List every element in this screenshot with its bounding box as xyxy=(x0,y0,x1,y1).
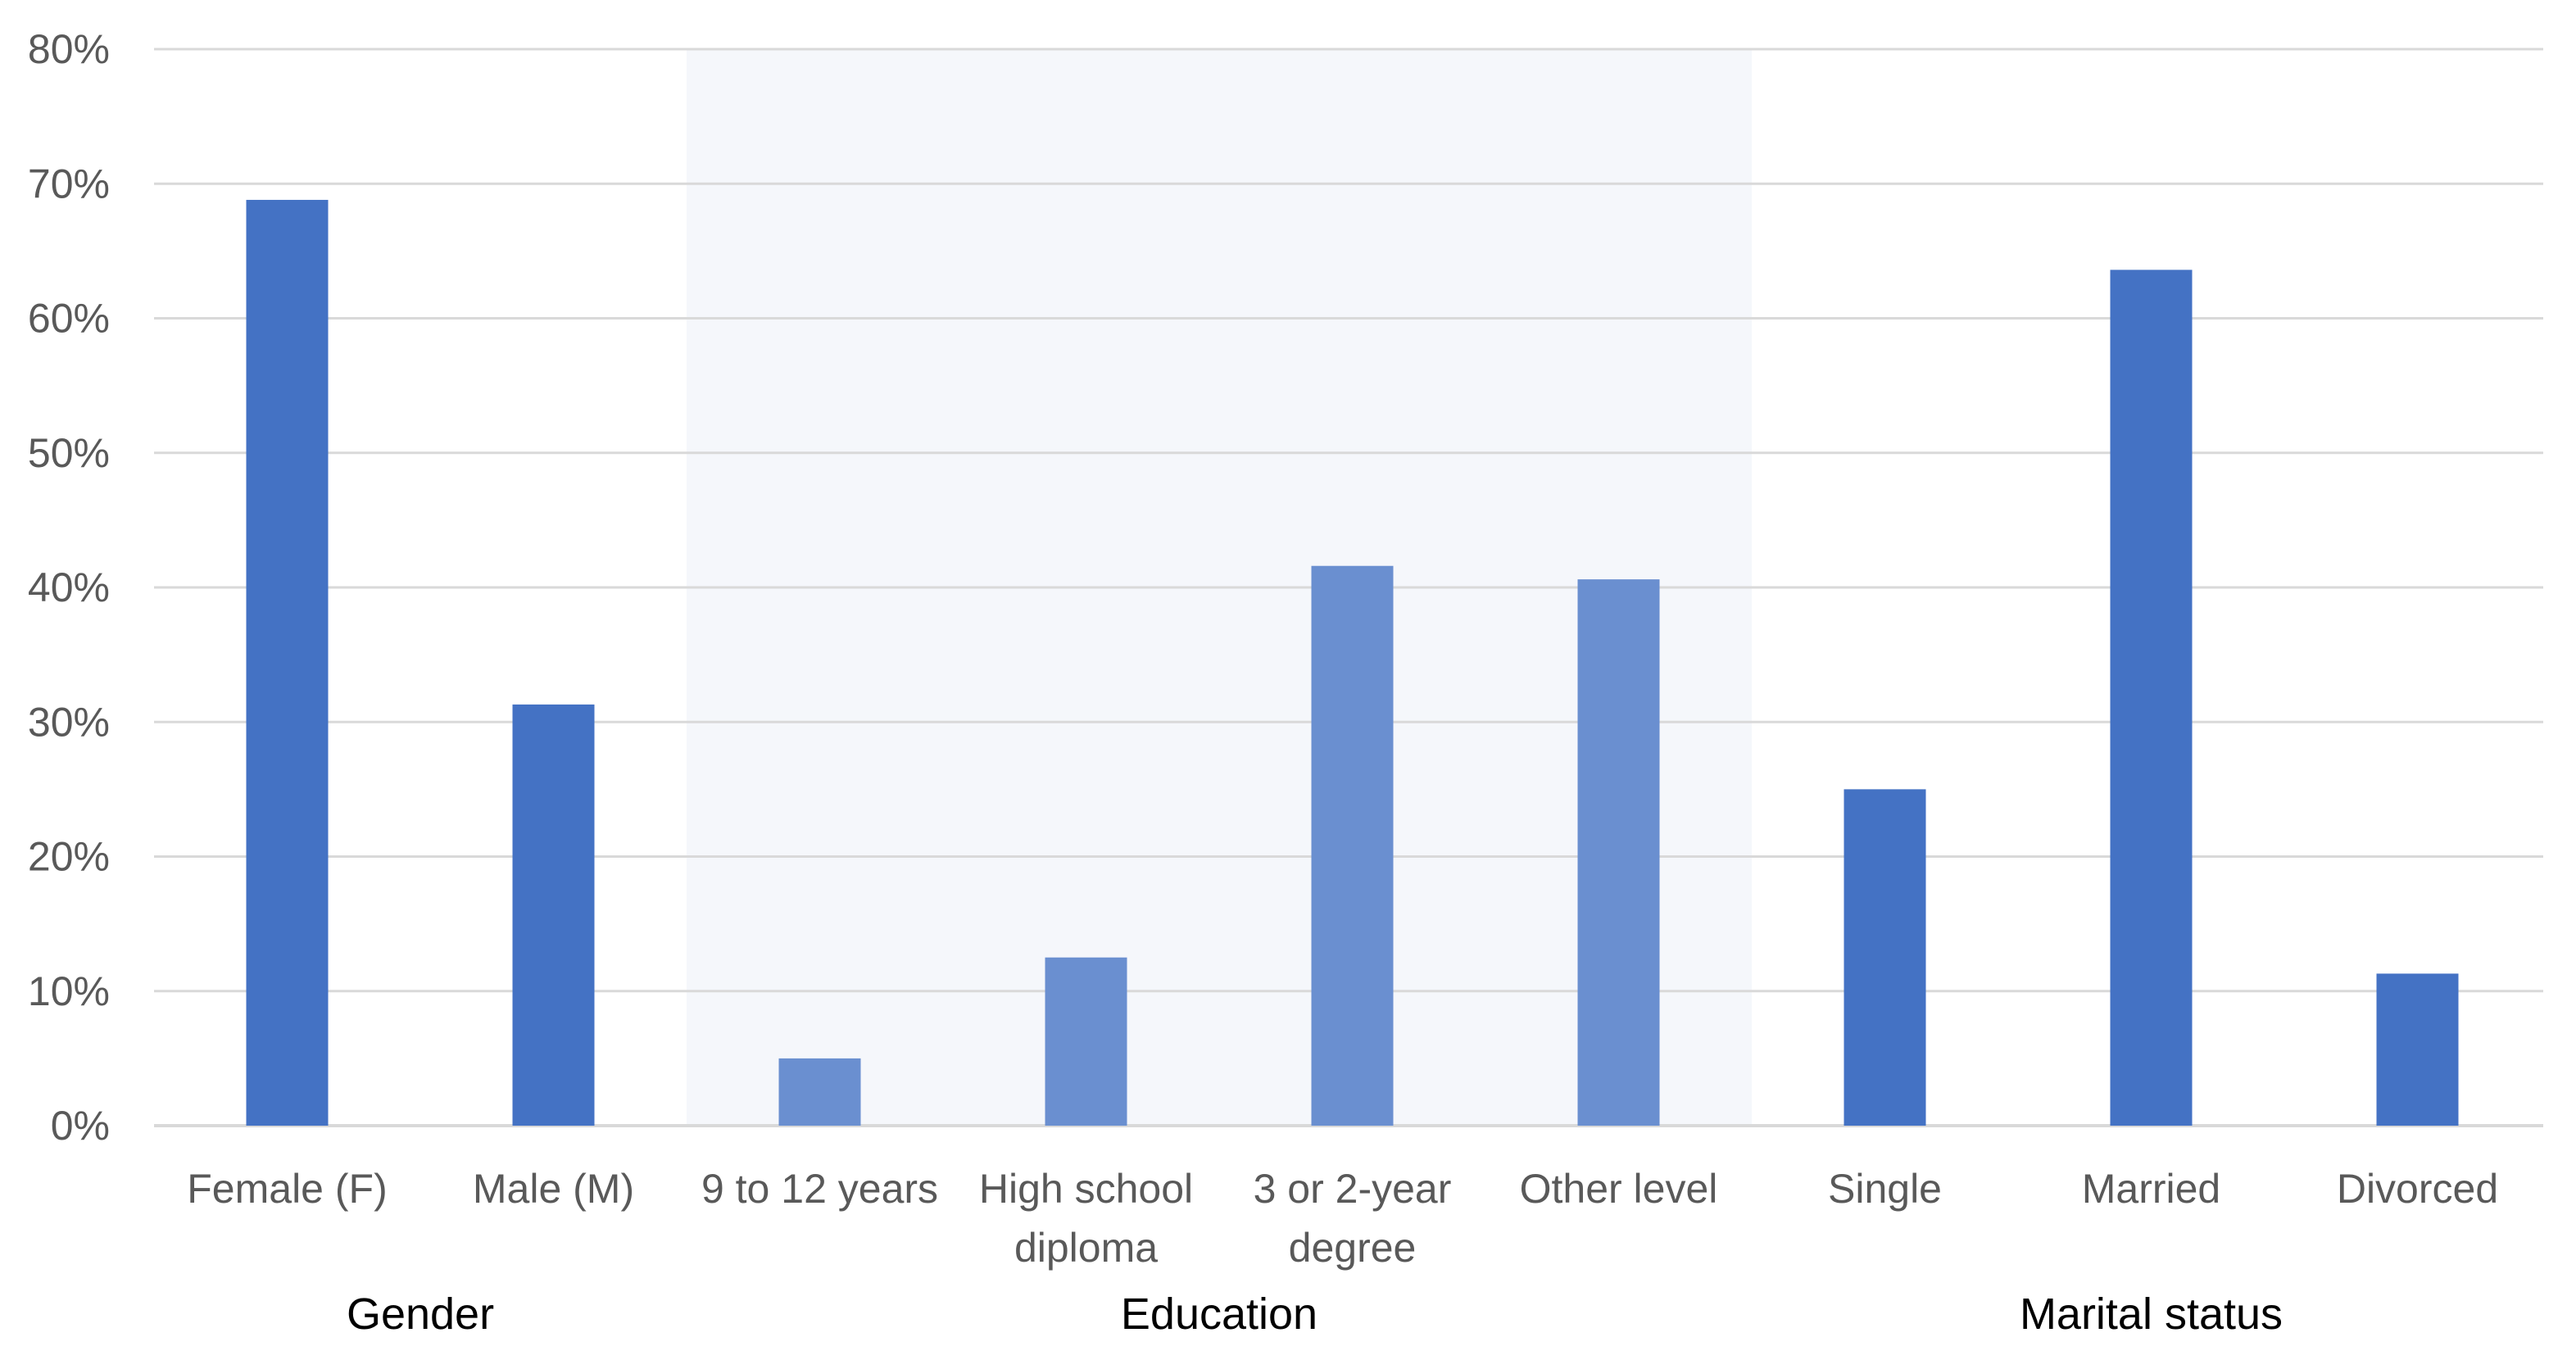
y-axis-tick-labels: 0% 10% 20% 30% 40% 50% 60% 70% 80% xyxy=(28,26,110,1149)
x-tick-label: Male (M) xyxy=(473,1166,634,1212)
x-axis-group-labels: Gender Education Marital status xyxy=(347,1290,2283,1339)
x-axis-category-labels: Female (F) Male (M) 9 to 12 years High scho… xyxy=(187,1166,2498,1271)
x-tick-label: Other level xyxy=(1520,1166,1718,1212)
y-tick-label: 80% xyxy=(28,26,110,72)
bar xyxy=(778,1058,861,1126)
bar xyxy=(1577,579,1660,1126)
y-tick-label: 0% xyxy=(51,1103,110,1149)
bar xyxy=(1844,789,1926,1126)
x-tick-label: Divorced xyxy=(2337,1166,2498,1212)
y-tick-label: 10% xyxy=(28,968,110,1014)
y-tick-label: 60% xyxy=(28,296,110,342)
bar xyxy=(1311,565,1394,1126)
x-tick-label: Married xyxy=(2082,1166,2220,1212)
bar xyxy=(1045,957,1127,1126)
bar xyxy=(246,199,329,1126)
bar xyxy=(2110,270,2193,1126)
y-tick-label: 40% xyxy=(28,564,110,610)
y-tick-label: 20% xyxy=(28,834,110,880)
bar xyxy=(2376,973,2459,1126)
x-group-label: Gender xyxy=(347,1290,494,1339)
y-tick-label: 70% xyxy=(28,161,110,206)
y-tick-label: 50% xyxy=(28,430,110,476)
x-tick-label: Female (F) xyxy=(187,1166,387,1212)
bars xyxy=(246,199,2459,1126)
x-group-label: Marital status xyxy=(2020,1290,2283,1339)
x-tick-label: High school diploma xyxy=(979,1166,1193,1271)
x-tick-label: 9 to 12 years xyxy=(701,1166,938,1212)
x-tick-label: Single xyxy=(1828,1166,1942,1212)
x-tick-label: 3 or 2-year degree xyxy=(1254,1166,1452,1271)
y-tick-label: 30% xyxy=(28,699,110,745)
bar xyxy=(512,704,595,1126)
x-group-label: Education xyxy=(1121,1290,1317,1339)
